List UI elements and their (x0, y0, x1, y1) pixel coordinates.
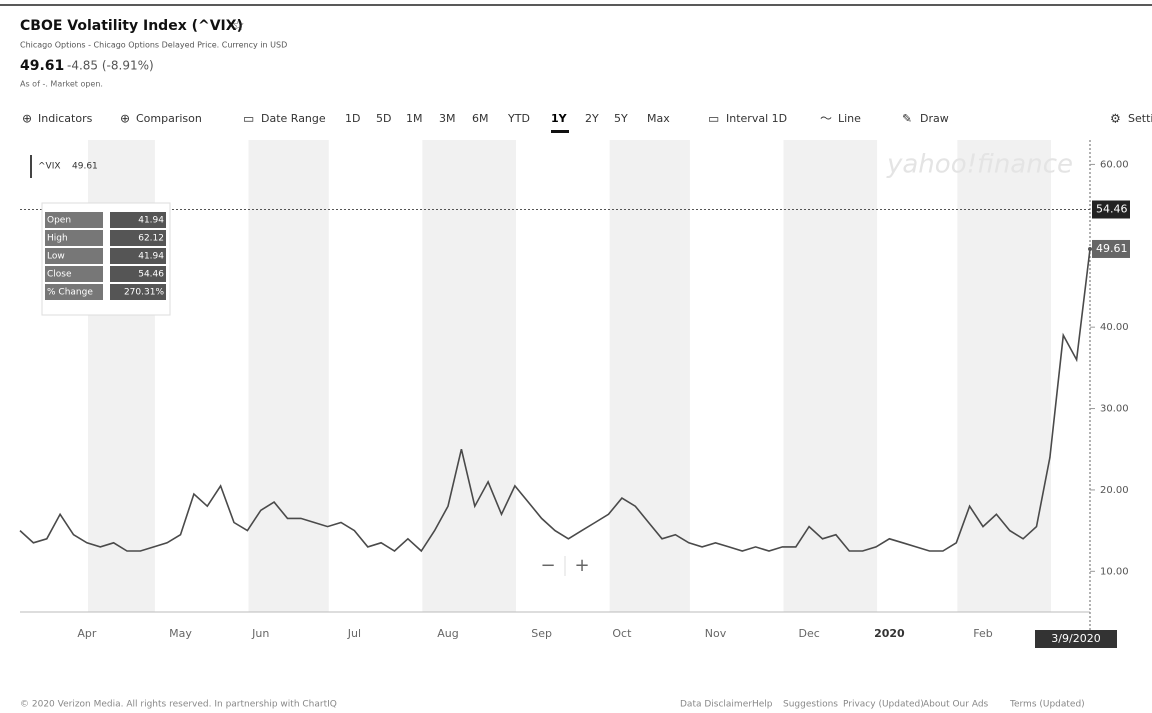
toolbar-button[interactable]: Comparison (136, 112, 202, 125)
price-line (19, 248, 1091, 553)
zoom-button[interactable]: + (574, 555, 589, 576)
tooltip-key-bg (45, 248, 103, 264)
tooltip-key: % Change (47, 288, 93, 298)
tooltip-key-bg (45, 284, 103, 300)
toolbar: ⊕ Indicators ⊕ Comparison ▭ Date Range 1D 5D 1M 3… (22, 112, 1152, 133)
footer-link[interactable]: Privacy (Updated) (843, 700, 924, 710)
toolbar-icon: ⚙ (1110, 112, 1121, 126)
range-button[interactable]: 1Y (551, 112, 568, 125)
toolbar-icon: ✎ (902, 112, 912, 126)
x-tick-label: Aug (437, 627, 458, 640)
x-tick-label: Oct (612, 627, 632, 640)
tooltip-key: Close (47, 270, 72, 280)
tooltip-value: 41.94 (138, 216, 164, 226)
tooltip-value: 41.94 (138, 252, 164, 262)
month-band (248, 140, 329, 612)
x-tick-label: Jun (251, 627, 269, 640)
y-tick-label: 30.00 (1100, 404, 1129, 415)
tooltip-key-bg (45, 230, 103, 246)
x-tick-label: Dec (798, 627, 819, 640)
range-button[interactable]: 3M (439, 112, 456, 125)
y-tick-label: 10.00 (1100, 566, 1129, 577)
tooltip-value: 54.46 (138, 270, 164, 280)
toolbar-button[interactable]: Draw (920, 112, 949, 125)
range-button[interactable]: 6M (472, 112, 489, 125)
toolbar-button[interactable]: Indicators (38, 112, 93, 125)
footer-link[interactable]: About Our Ads (923, 700, 989, 710)
tooltip-key: High (47, 234, 68, 244)
title: CBOE Volatility Index (^VIX) (20, 18, 243, 34)
x-tick-label: Apr (77, 627, 97, 640)
range-underline (551, 130, 569, 133)
footer-link[interactable]: Terms (Updated) (1009, 700, 1085, 710)
month-band (609, 140, 690, 612)
toolbar-icon: ▭ (243, 112, 254, 126)
toolbar-button[interactable]: Settings (1128, 112, 1152, 125)
tooltip-val-bg (110, 266, 166, 282)
footer-link[interactable]: Suggestions (783, 700, 838, 710)
tooltip-value: 62.12 (138, 234, 164, 244)
price-marker-box (1092, 200, 1130, 219)
crosshair-date: 3/9/2020 (1051, 632, 1100, 645)
y-tick-label: 20.00 (1100, 485, 1129, 496)
toolbar-button[interactable]: Date Range (261, 112, 326, 125)
price: 49.61 (20, 58, 64, 74)
footer-links: Data Disclaimer Help Suggestions Privacy (U… (680, 700, 1085, 710)
x-tick-label: Nov (705, 627, 727, 640)
tooltip-value: 270.31% (124, 288, 164, 298)
x-tick-label: Feb (973, 627, 992, 640)
x-tick-label: Jul (347, 627, 361, 640)
x-tick-label: 2020 (874, 627, 905, 640)
range-button[interactable]: 1M (406, 112, 423, 125)
toolbar-icon: 〜 (820, 112, 832, 126)
month-band (422, 140, 516, 612)
price-marker-label: 49.61 (1096, 242, 1128, 255)
month-band (957, 140, 1051, 612)
y-tick-label: 40.00 (1100, 322, 1129, 333)
tooltip-val-bg (110, 230, 166, 246)
range-button[interactable]: Max (647, 112, 670, 125)
change: -4.85 (-8.91%) (67, 59, 154, 73)
footer-left: © 2020 Verizon Media. All rights reserve… (20, 700, 337, 710)
month-band (783, 140, 878, 612)
legend-value: 49.61 (72, 162, 98, 172)
toolbar-button[interactable]: Line (838, 112, 861, 125)
range-button[interactable]: 5Y (614, 112, 628, 125)
tooltip-key: Open (47, 216, 71, 226)
footer-link[interactable]: Data Disclaimer (680, 700, 752, 710)
tooltip-key-bg (45, 212, 103, 228)
toolbar-icon: ⊕ (22, 112, 32, 126)
chart: yahoo!finance 10.00 20.00 30.00 40.00 60.00 Ap… (19, 140, 1130, 648)
range-button[interactable]: 1D (345, 112, 360, 125)
range-button[interactable]: 2Y (585, 112, 599, 125)
y-tick-label: 60.00 (1100, 159, 1129, 170)
star[interactable]: ☆ (232, 18, 245, 34)
tooltip-key: Low (47, 252, 65, 262)
range-button[interactable]: YTD (507, 112, 530, 125)
status: As of -. Market open. (20, 80, 103, 89)
x-tick-label: May (169, 627, 192, 640)
crosshair-date-box (1035, 630, 1117, 648)
subtitle: Chicago Options - Chicago Options Delaye… (20, 41, 287, 50)
toolbar-icon: ⊕ (120, 112, 130, 126)
toolbar-button[interactable]: Interval 1D (726, 112, 787, 125)
range-button[interactable]: 5D (376, 112, 391, 125)
tooltip-val-bg (110, 248, 166, 264)
toolbar-icon: ▭ (708, 112, 719, 126)
tooltip-val-bg (110, 212, 166, 228)
legend-name: ^VIX (38, 162, 61, 172)
tooltip-key-bg (45, 266, 103, 282)
price-marker-dot (1088, 246, 1092, 251)
footer-link[interactable]: Help (752, 700, 773, 710)
price-marker-box (1092, 239, 1130, 258)
price-marker-label: 54.46 (1096, 202, 1128, 215)
watermark: yahoo!finance (886, 150, 1073, 180)
tooltip-val-bg (110, 284, 166, 300)
x-tick-label: Sep (531, 627, 552, 640)
zoom-button[interactable]: − (540, 555, 555, 576)
